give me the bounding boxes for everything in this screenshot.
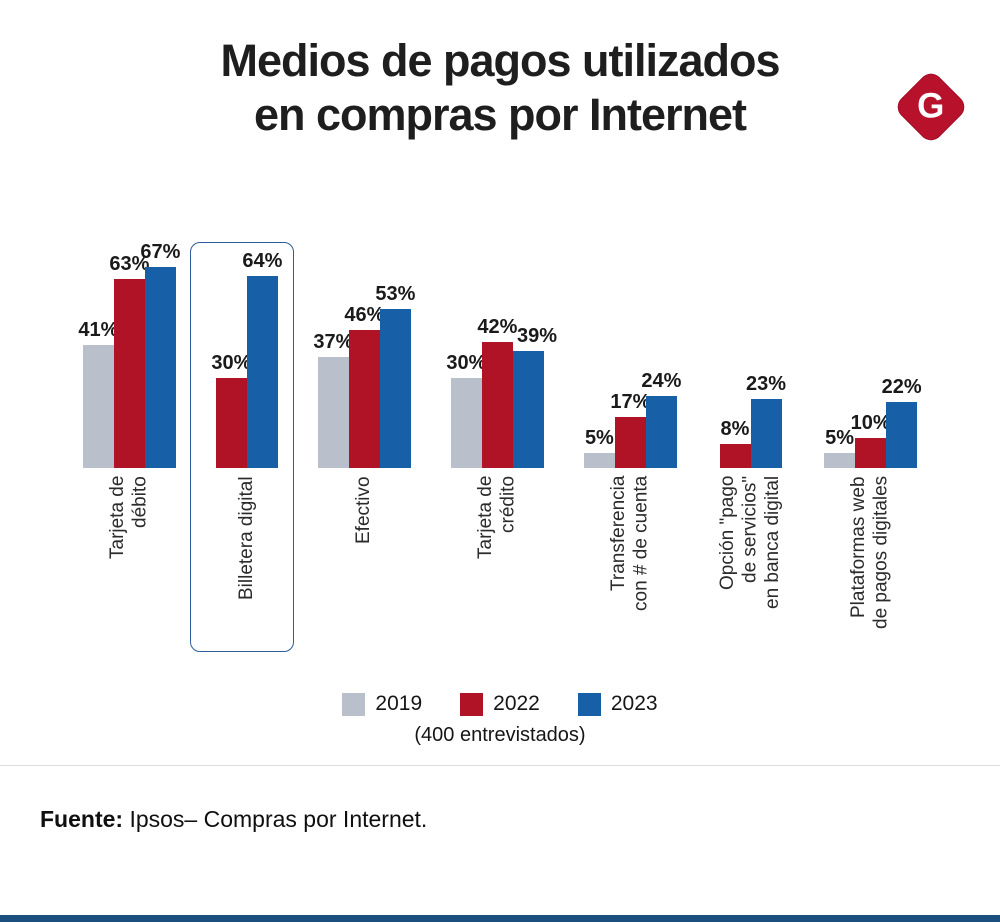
- source-label: Fuente:: [40, 806, 124, 832]
- bar-2019: 30%: [446, 352, 486, 468]
- bar-2019: 37%: [313, 331, 353, 468]
- category-group: 5% 10% 22% Plataformas web de pagos digital…: [824, 258, 922, 668]
- chart-title-line2: en compras por Internet: [253, 89, 747, 140]
- category-label: Billetera digital: [235, 476, 257, 600]
- value-label: 10%: [850, 412, 891, 434]
- value-label: 64%: [242, 250, 283, 272]
- bar-2019: 5%: [583, 427, 615, 468]
- bar-cluster: 41% 63% 67%: [78, 241, 180, 468]
- category-group: 30% 42% 39% Tarjeta de crédito: [446, 258, 557, 668]
- value-label: 39%: [517, 325, 558, 347]
- bar-2023: 23%: [746, 373, 786, 468]
- value-label: 8%: [720, 418, 750, 440]
- legend-swatch: [577, 692, 601, 716]
- source: Fuente: Ipsos– Compras por Internet.: [40, 806, 1000, 833]
- value-label: 46%: [344, 304, 385, 326]
- bar-cluster: 30% 42% 39%: [446, 258, 557, 468]
- legend-item-2023: 2023: [577, 692, 658, 716]
- category-group: 30% 64% Billetera digital: [189, 242, 294, 668]
- chart-title-line1: Medios de pagos utilizados: [220, 35, 780, 86]
- category-label: Transferencia con # de cuenta: [607, 476, 652, 612]
- bar-2023: 64%: [242, 250, 282, 468]
- category-label: Plataformas web de pagos digitales: [848, 476, 892, 630]
- logo-letter: G: [917, 86, 945, 126]
- value-label: 17%: [610, 391, 651, 413]
- category-group: 8% 23% Opción "pago de servicios" en banca…: [716, 258, 786, 668]
- bar-2023: 22%: [882, 376, 922, 468]
- bar-cluster: 8% 23%: [719, 258, 786, 468]
- bar-cluster: 37% 46% 53%: [313, 258, 415, 468]
- category-group: 37% 46% 53% Efectivo: [313, 258, 415, 668]
- value-label: 30%: [211, 352, 252, 374]
- value-label: 24%: [641, 370, 682, 392]
- value-label: 5%: [584, 427, 614, 449]
- bottom-accent-bar: [0, 915, 1000, 922]
- value-label: 22%: [881, 376, 922, 398]
- bar-2019: 41%: [78, 319, 118, 468]
- category-label: Opción "pago de servicios" en banca digi…: [716, 476, 783, 610]
- value-label: 5%: [825, 427, 855, 449]
- bar-2019: 5%: [824, 427, 856, 468]
- value-label: 41%: [78, 319, 119, 341]
- bar-cluster: 5% 10% 22%: [824, 258, 922, 468]
- bar-cluster: 30% 64%: [211, 250, 282, 468]
- legend-swatch: [342, 692, 366, 716]
- divider: [0, 765, 1000, 766]
- legend-label: 2019: [375, 692, 423, 715]
- bar-2022: 10%: [851, 412, 891, 468]
- value-label: 23%: [745, 373, 787, 395]
- value-label: 67%: [140, 241, 181, 263]
- value-label: 30%: [446, 352, 487, 374]
- bar-2022: 30%: [211, 352, 251, 468]
- value-label: 53%: [375, 283, 416, 305]
- legend-note: (400 entrevistados): [414, 724, 586, 746]
- source-text: Ipsos– Compras por Internet.: [129, 806, 428, 832]
- value-label: 42%: [477, 316, 518, 338]
- chart-title: Medios de pagos utilizados en compras po…: [0, 34, 1000, 142]
- legend-label: 2023: [610, 692, 658, 715]
- category-group: 41% 63% 67% Tarjeta de débito: [78, 241, 180, 668]
- legend: 2019 2022 2023: [0, 692, 1000, 716]
- value-label: 63%: [109, 253, 150, 275]
- bar-2023: 67%: [140, 241, 180, 468]
- legend-label: 2022: [493, 692, 540, 715]
- category-label: Tarjeta de débito: [106, 476, 151, 560]
- legend-item-2019: 2019: [342, 692, 422, 716]
- category-label: Efectivo: [353, 476, 375, 544]
- bar-2023: 53%: [375, 283, 415, 468]
- bar-2022: 8%: [719, 418, 751, 468]
- bar-2022: 17%: [610, 391, 650, 468]
- value-label: 37%: [313, 331, 354, 353]
- bar-2023: 24%: [641, 370, 681, 468]
- category-group: 5% 17% 24% Transferencia con # de cuenta: [583, 258, 681, 668]
- bar-2022: 46%: [344, 304, 384, 468]
- category-label: Tarjeta de crédito: [474, 476, 519, 560]
- bar-cluster: 5% 17% 24%: [583, 258, 681, 468]
- bar-2023: 39%: [512, 325, 557, 468]
- bar-2022: 42%: [477, 316, 517, 468]
- bar-2022: 63%: [109, 253, 149, 468]
- bar-chart: 41% 63% 67% Tarjeta de débito 30% 64% Billeter…: [0, 241, 1000, 668]
- legend-swatch: [460, 692, 484, 716]
- legend-item-2022: 2022: [460, 692, 540, 716]
